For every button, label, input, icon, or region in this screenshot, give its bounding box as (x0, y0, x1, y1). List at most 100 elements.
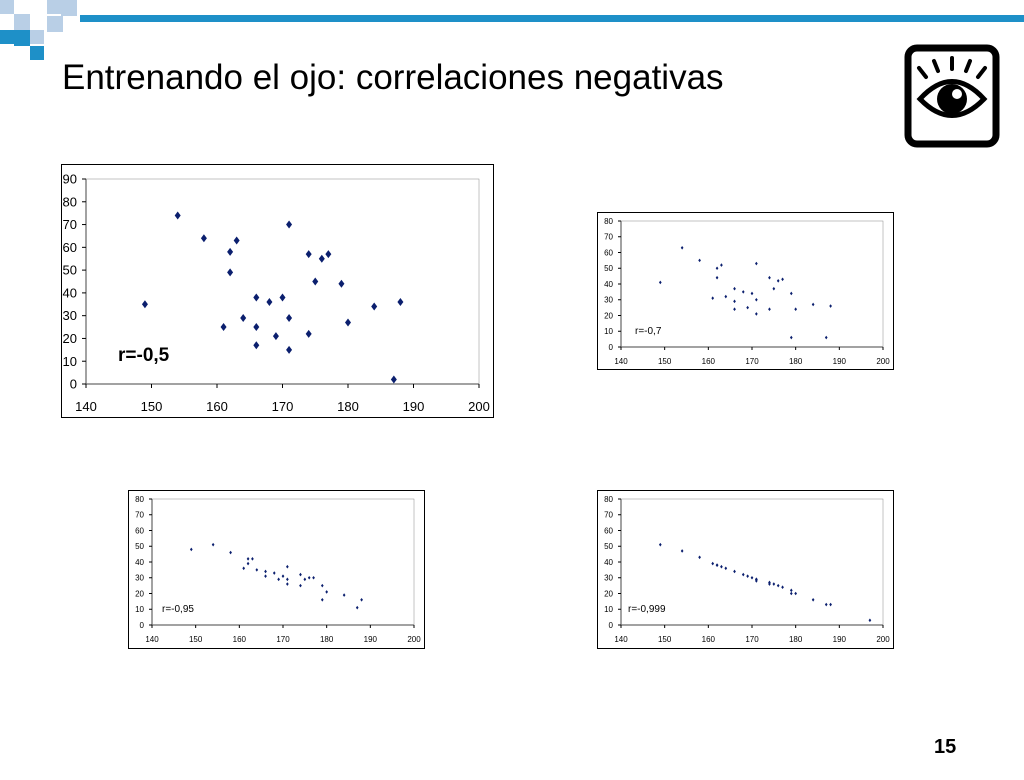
data-point (789, 591, 793, 596)
data-point (772, 582, 776, 586)
data-point (789, 588, 793, 593)
x-tick-label: 200 (407, 635, 421, 644)
data-point (711, 296, 715, 300)
y-tick-label: 60 (604, 526, 613, 535)
data-point (698, 555, 701, 560)
y-tick-label: 60 (63, 240, 77, 255)
data-point (733, 299, 736, 304)
y-tick-label: 30 (135, 574, 144, 583)
correlation-label: r=-0,7 (635, 326, 662, 337)
deco-square (47, 16, 63, 32)
data-point (174, 211, 181, 220)
data-point (794, 307, 798, 311)
data-point (253, 293, 260, 302)
x-tick-label: 200 (876, 357, 890, 366)
data-point (307, 575, 311, 580)
y-tick-label: 80 (135, 495, 144, 504)
y-tick-label: 60 (135, 526, 144, 535)
y-tick-label: 50 (135, 542, 144, 551)
y-tick-label: 10 (135, 605, 144, 614)
x-tick-label: 170 (276, 635, 290, 644)
y-tick-label: 70 (63, 217, 77, 232)
x-tick-label: 180 (789, 635, 803, 644)
data-point (755, 579, 758, 583)
data-point (240, 313, 247, 322)
data-point (342, 593, 346, 597)
data-point (286, 564, 289, 569)
data-point (345, 318, 351, 327)
data-point (305, 250, 312, 259)
y-tick-label: 40 (604, 280, 613, 289)
header-decoration (0, 0, 1024, 60)
data-point (253, 341, 260, 350)
data-point (715, 266, 719, 271)
x-tick-label: 140 (75, 399, 97, 414)
correlation-label: r=-0,5 (118, 345, 170, 366)
y-tick-label: 70 (604, 233, 613, 242)
x-tick-label: 160 (702, 357, 716, 366)
data-point (733, 569, 736, 574)
data-point (251, 557, 254, 561)
data-point (299, 583, 302, 588)
data-point (286, 313, 293, 322)
data-point (658, 280, 662, 285)
x-tick-label: 180 (337, 399, 359, 414)
scatter-chart-r07: 0 10 20 30 40 50 60 70 80 140 150 160 170 180 190 200 r=… (597, 212, 894, 370)
correlation-label: r=-0,95 (162, 604, 194, 615)
data-point (658, 542, 662, 547)
data-point (746, 574, 749, 578)
data-point (303, 577, 307, 582)
data-point (286, 582, 289, 586)
data-point (312, 575, 315, 580)
data-point (286, 577, 289, 582)
data-point (746, 305, 749, 310)
data-point (776, 279, 780, 283)
deco-square (30, 30, 44, 44)
data-point (789, 291, 793, 296)
x-tick-label: 180 (789, 357, 803, 366)
y-tick-label: 20 (63, 331, 77, 346)
data-point (868, 618, 872, 623)
data-point (781, 277, 784, 282)
data-point (318, 254, 325, 263)
deco-square (0, 30, 14, 44)
x-tick-label: 190 (833, 635, 847, 644)
x-tick-label: 170 (272, 399, 294, 414)
data-point (299, 572, 302, 577)
data-point (211, 542, 215, 547)
data-point (305, 329, 312, 338)
y-tick-label: 80 (604, 217, 613, 226)
data-point (789, 335, 793, 340)
x-tick-label: 140 (614, 635, 628, 644)
data-point (266, 298, 273, 306)
data-point (750, 575, 754, 580)
y-tick-label: 0 (609, 343, 614, 352)
data-point (246, 557, 250, 561)
x-tick-label: 150 (141, 399, 163, 414)
deco-square (0, 0, 14, 14)
data-point (720, 263, 723, 267)
y-tick-label: 30 (604, 574, 613, 583)
data-point (371, 302, 378, 311)
data-point (229, 550, 232, 555)
data-point (733, 286, 736, 291)
scatter-chart-r095: 0 10 20 30 40 50 60 70 80 140 150 160 170 180 190 200 r=… (128, 490, 425, 649)
x-tick-label: 200 (876, 635, 890, 644)
y-tick-label: 30 (63, 308, 77, 323)
x-tick-label: 200 (468, 399, 490, 414)
deco-square (61, 0, 77, 16)
data-point (264, 569, 267, 574)
data-point (281, 574, 285, 578)
data-point (733, 307, 736, 311)
data-point (320, 598, 324, 602)
y-tick-label: 10 (604, 605, 613, 614)
data-point (227, 247, 234, 256)
data-point (253, 323, 260, 332)
slide-title: Entrenando el ojo: correlaciones negativ… (62, 58, 724, 97)
data-point (264, 574, 267, 578)
y-tick-label: 40 (604, 558, 613, 567)
scatter-plot-r095: 0 10 20 30 40 50 60 70 80 140 150 160 170 180 190 200 r=… (135, 495, 421, 644)
eye-icon (904, 44, 1000, 148)
correlation-label: r=-0,999 (628, 604, 666, 615)
y-tick-label: 0 (140, 621, 145, 630)
